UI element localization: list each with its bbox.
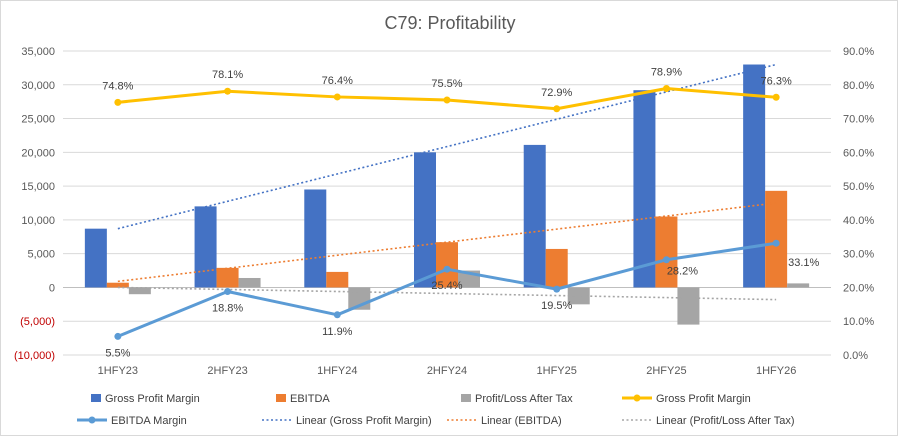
data-point (443, 265, 451, 273)
bar (545, 248, 568, 288)
data-label: 76.3% (761, 75, 792, 87)
line-series (114, 84, 780, 340)
legend-label: EBITDA Margin (111, 415, 187, 427)
right-axis: 0.0% 10.0% 20.0% 30.0% 40.0% 50.0% 60.0% 70.0% 8… (843, 46, 874, 362)
left-tick-label: 15,000 (21, 181, 55, 193)
bar (743, 64, 766, 288)
x-tick-label: 2HFY25 (646, 365, 686, 377)
right-tick-label: 80.0% (843, 80, 874, 92)
legend-label: Profit/Loss After Tax (475, 393, 573, 405)
right-tick-label: 40.0% (843, 215, 874, 227)
bar (128, 287, 151, 295)
data-label: 33.1% (788, 257, 819, 269)
data-label: 18.8% (212, 302, 243, 314)
left-axis: (10,000) (5,000) 0 5,000 10,000 15,000 20,000 2… (14, 46, 55, 362)
right-tick-label: 10.0% (843, 316, 874, 328)
legend-label: Linear (EBITDA) (481, 415, 562, 427)
bar (414, 152, 436, 288)
legend-swatch (461, 394, 471, 402)
right-tick-label: 70.0% (843, 114, 874, 126)
data-label: 25.4% (431, 280, 462, 292)
left-tick-label: 5,000 (27, 249, 55, 261)
data-label: 11.9% (322, 326, 353, 338)
bar (787, 283, 810, 288)
bar (765, 190, 788, 288)
trendline (117, 63, 777, 230)
left-tick-label: 30,000 (21, 80, 55, 92)
bar (304, 189, 327, 288)
data-point (662, 84, 670, 92)
bar (677, 287, 700, 325)
legend: Gross Profit Margin EBITDA Profit/Loss Aft… (77, 393, 795, 427)
legend-label: Linear (Profit/Loss After Tax) (656, 415, 795, 427)
gridlines (63, 50, 831, 356)
data-point (114, 332, 122, 340)
legend-label: Gross Profit Margin (656, 393, 751, 405)
data-point (553, 105, 561, 113)
data-label: 78.9% (651, 66, 682, 78)
left-tick-label: 20,000 (21, 147, 55, 159)
data-label: 78.1% (212, 69, 243, 81)
bar (326, 271, 349, 288)
right-tick-label: 20.0% (843, 282, 874, 294)
left-tick-label: (5,000) (20, 316, 55, 328)
bar (523, 144, 546, 288)
right-tick-label: 50.0% (843, 181, 874, 193)
left-tick-label: 35,000 (21, 46, 55, 58)
data-label: 72.9% (541, 87, 572, 99)
x-tick-label: 1HFY25 (537, 365, 577, 377)
left-tick-label: 0 (49, 282, 55, 294)
data-label: 75.5% (431, 78, 462, 90)
left-tick-label: (10,000) (14, 350, 55, 362)
legend-swatch (91, 394, 101, 402)
data-point (772, 93, 780, 101)
legend-marker (88, 416, 96, 424)
bar (436, 242, 458, 288)
data-point (224, 287, 232, 295)
legend-marker (633, 394, 641, 402)
bar-series (84, 64, 810, 325)
bar (633, 90, 656, 288)
data-label: 19.5% (541, 300, 572, 312)
legend-label: EBITDA (290, 393, 330, 405)
chart-title: C79: Profitability (384, 13, 515, 33)
data-point (443, 96, 451, 104)
legend-label: Gross Profit Margin (105, 393, 200, 405)
legend-swatch (276, 394, 286, 402)
right-tick-label: 30.0% (843, 249, 874, 261)
x-axis: 1HFY23 2HFY23 1HFY24 2HFY24 1HFY25 2HFY25 1HFY… (98, 365, 797, 377)
legend-label: Linear (Gross Profit Margin) (296, 415, 432, 427)
x-tick-label: 2HFY23 (207, 365, 247, 377)
data-point (772, 239, 780, 247)
x-tick-label: 1HFY23 (98, 365, 138, 377)
bar (84, 228, 107, 288)
x-tick-label: 1HFY24 (317, 365, 357, 377)
data-point (114, 98, 122, 106)
right-tick-label: 90.0% (843, 46, 874, 58)
data-label: 76.4% (322, 75, 353, 87)
data-label: 5.5% (105, 347, 130, 359)
bar (238, 277, 261, 288)
right-tick-label: 60.0% (843, 147, 874, 159)
data-point (333, 311, 341, 319)
right-tick-label: 0.0% (843, 350, 868, 362)
data-labels: 74.8% 78.1% 76.4% 75.5% 72.9% 78.9% 76.3% 5.5% 1… (102, 66, 819, 359)
left-tick-label: 25,000 (21, 114, 55, 126)
bar (216, 267, 239, 288)
data-point (662, 256, 670, 264)
data-point (224, 87, 232, 95)
bar (194, 206, 217, 288)
x-tick-label: 2HFY24 (427, 365, 467, 377)
bar (106, 282, 129, 288)
data-point (553, 285, 561, 293)
data-point (333, 93, 341, 101)
bar (655, 216, 678, 288)
left-tick-label: 10,000 (21, 215, 55, 227)
data-label: 28.2% (667, 266, 698, 278)
x-tick-label: 1HFY26 (756, 365, 796, 377)
data-label: 74.8% (102, 80, 133, 92)
